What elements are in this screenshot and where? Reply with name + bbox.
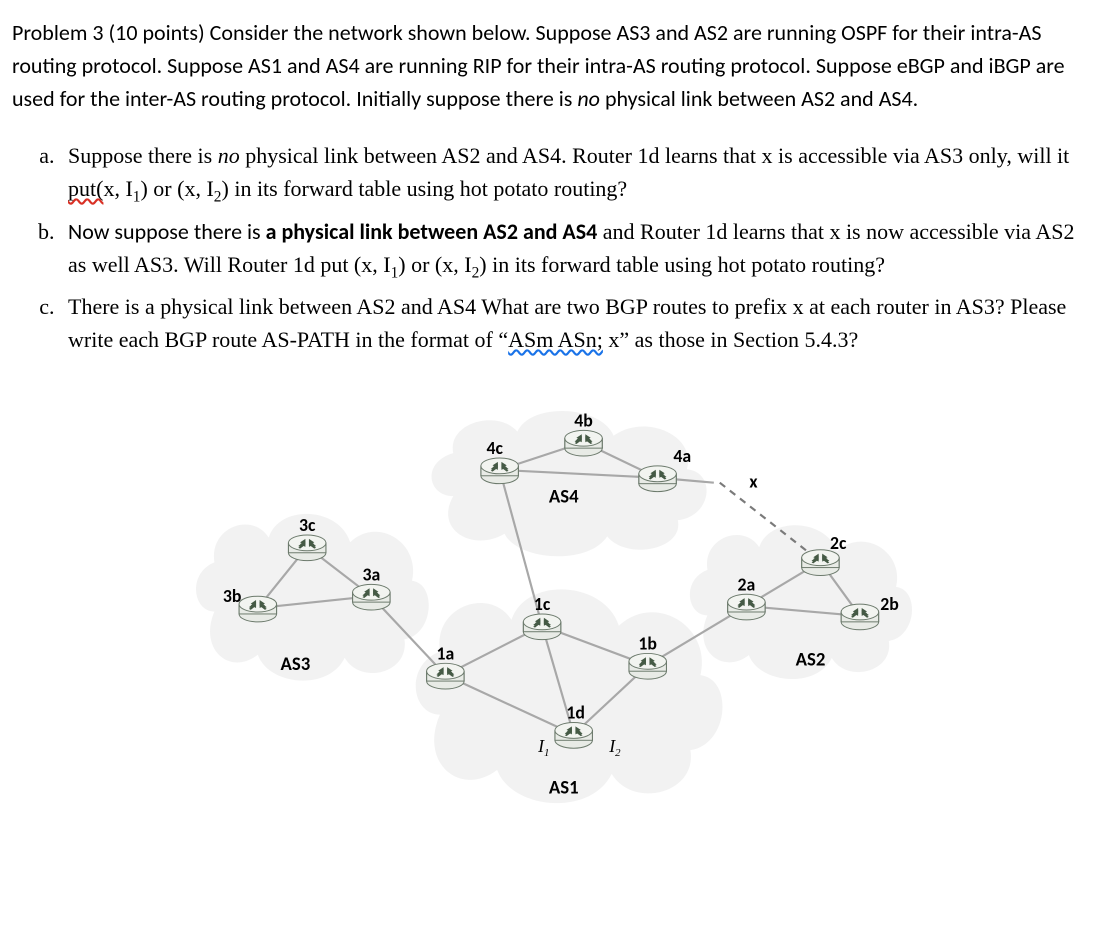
router-3a: [352, 584, 390, 610]
as-label-AS3: AS3: [280, 653, 310, 676]
router-label-1d: 1d: [566, 702, 585, 724]
label-x: x: [749, 471, 758, 493]
problem-title: Problem 3 (10 points): [12, 19, 210, 46]
router-1d: [554, 723, 592, 749]
router-label-2b: 2b: [880, 593, 899, 615]
router-label-4b: 4b: [574, 409, 593, 431]
as-label-AS2: AS2: [795, 648, 825, 671]
network-diagram: AS1AS2AS3AS4x1a1b1c1d2a2b2c3a3b3c4a4b4cI…: [12, 396, 1085, 826]
router-label-1b: 1b: [638, 632, 657, 654]
router-label-4a: 4a: [673, 445, 691, 467]
router-label-3c: 3c: [298, 514, 315, 536]
router-label-1c: 1c: [533, 593, 550, 615]
part-b: Now suppose there is a physical link bet…: [60, 215, 1085, 285]
subparts-list: Suppose there is no physical link betwee…: [12, 139, 1085, 356]
router-4b: [564, 430, 602, 456]
router-4a: [638, 466, 676, 492]
router-label-1a: 1a: [436, 642, 454, 664]
router-4c: [480, 458, 518, 484]
router-label-2c: 2c: [829, 532, 846, 554]
router-3b: [239, 596, 277, 622]
as-label-AS4: AS4: [548, 485, 578, 508]
as-cloud-AS1: [415, 589, 722, 803]
router-2b: [841, 604, 879, 630]
part-c: There is a physical link between AS2 and…: [60, 290, 1085, 356]
router-1b: [628, 653, 666, 679]
router-label-4c: 4c: [486, 437, 503, 459]
as-label-AS1: AS1: [548, 777, 578, 800]
router-2a: [727, 594, 765, 620]
router-1a: [426, 663, 464, 689]
router-label-3a: 3a: [362, 563, 380, 585]
part-a: Suppose there is no physical link betwee…: [60, 139, 1085, 209]
router-3c: [288, 535, 326, 561]
router-label-3b: 3b: [222, 585, 241, 607]
problem-intro: Problem 3 (10 points) Consider the netwo…: [12, 16, 1085, 115]
router-label-2a: 2a: [737, 573, 755, 595]
router-1c: [523, 614, 561, 640]
